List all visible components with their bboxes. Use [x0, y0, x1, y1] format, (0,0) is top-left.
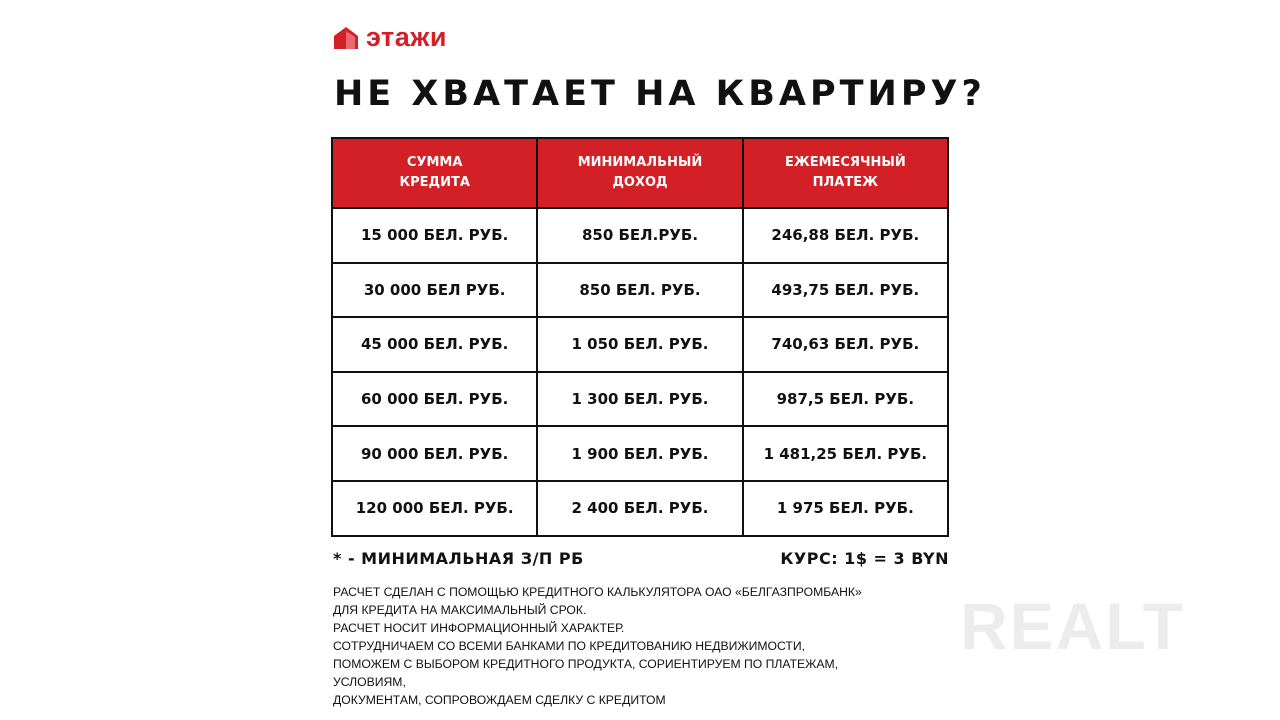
table-cell: 493,75 БЕЛ. РУБ. [741, 261, 950, 319]
page-title: НЕ ХВАТАЕТ НА КВАРТИРУ? [334, 74, 986, 114]
table-cell: 850 БЕЛ.РУБ. [536, 207, 744, 264]
note-line: РАСЧЕТ НОСИТ ИНФОРМАЦИОННЫЙ ХАРАКТЕР. [333, 621, 625, 635]
brand-logo: этажи [334, 22, 447, 53]
table-cell: 1 300 БЕЛ. РУБ. [536, 370, 744, 428]
credit-table: СУММА КРЕДИТА МИНИМАЛЬНЫЙ ДОХОД ЕЖЕМЕСЯЧНЫ… [330, 137, 950, 537]
column-header: МИНИМАЛЬНЫЙ ДОХОД [536, 137, 744, 209]
table-cell: 1 975 БЕЛ. РУБ. [741, 479, 950, 537]
table-row: 60 000 БЕЛ. РУБ. 1 300 БЕЛ. РУБ. 987,5 БЕЛ… [330, 370, 950, 428]
table-cell: 987,5 БЕЛ. РУБ. [741, 370, 950, 428]
column-header: СУММА КРЕДИТА [330, 137, 539, 209]
table-cell: 60 000 БЕЛ. РУБ. [330, 370, 539, 428]
table-cell: 740,63 БЕЛ. РУБ. [741, 316, 950, 373]
table-cell: 90 000 БЕЛ. РУБ. [330, 425, 539, 482]
table-cell: 45 000 БЕЛ. РУБ. [330, 316, 539, 373]
table-cell: 1 900 БЕЛ. РУБ. [536, 425, 744, 482]
note-line: УСЛОВИЯМ, [333, 675, 406, 689]
note-line: ДОКУМЕНТАМ, СОПРОВОЖДАЕМ СДЕЛКУ С КРЕДИТ… [333, 693, 666, 707]
table-cell: 246,88 БЕЛ. РУБ. [741, 207, 950, 264]
table-cell: 1 481,25 БЕЛ. РУБ. [741, 425, 950, 482]
note-line: РАСЧЕТ СДЕЛАН С ПОМОЩЬЮ КРЕДИТНОГО КАЛЬК… [333, 585, 862, 599]
watermark: REALT [960, 589, 1186, 663]
house-logo-icon [334, 26, 358, 49]
table-row: 15 000 БЕЛ. РУБ. 850 БЕЛ.РУБ. 246,88 БЕЛ. … [330, 207, 950, 264]
table-cell: 30 000 БЕЛ РУБ. [330, 261, 539, 319]
column-header: ЕЖЕМЕСЯЧНЫЙ ПЛАТЕЖ [741, 137, 950, 209]
table-cell: 850 БЕЛ. РУБ. [536, 261, 744, 319]
note-line: СОТРУДНИЧАЕМ СО ВСЕМИ БАНКАМИ ПО КРЕДИТО… [333, 639, 805, 653]
table-cell: 1 050 БЕЛ. РУБ. [536, 316, 744, 373]
brand-name: этажи [366, 22, 448, 52]
table-row: 90 000 БЕЛ. РУБ. 1 900 БЕЛ. РУБ. 1 481,25 … [330, 425, 950, 482]
note-line: ПОМОЖЕМ С ВЫБОРОМ КРЕДИТНОГО ПРОДУКТА, С… [333, 657, 839, 671]
table-cell: 120 000 БЕЛ. РУБ. [330, 479, 539, 537]
footnote: * - МИНИМАЛЬНАЯ З/П РБ [333, 549, 584, 568]
table-cell: 2 400 БЕЛ. РУБ. [536, 479, 744, 537]
table-row: 30 000 БЕЛ РУБ. 850 БЕЛ. РУБ. 493,75 БЕЛ. … [330, 261, 950, 319]
note-line: ДЛЯ КРЕДИТА НА МАКСИМАЛЬНЫЙ СРОК. [333, 603, 587, 617]
exchange-rate: КУРС: 1$ = 3 BYN [780, 549, 949, 568]
table-cell: 15 000 БЕЛ. РУБ. [330, 207, 539, 264]
notes: РАСЧЕТ СДЕЛАН С ПОМОЩЬЮ КРЕДИТНОГО КАЛЬК… [333, 583, 862, 709]
table-row: 120 000 БЕЛ. РУБ. 2 400 БЕЛ. РУБ. 1 975 БЕ… [330, 479, 950, 537]
table-row: 45 000 БЕЛ. РУБ. 1 050 БЕЛ. РУБ. 740,63 БЕ… [330, 316, 950, 373]
